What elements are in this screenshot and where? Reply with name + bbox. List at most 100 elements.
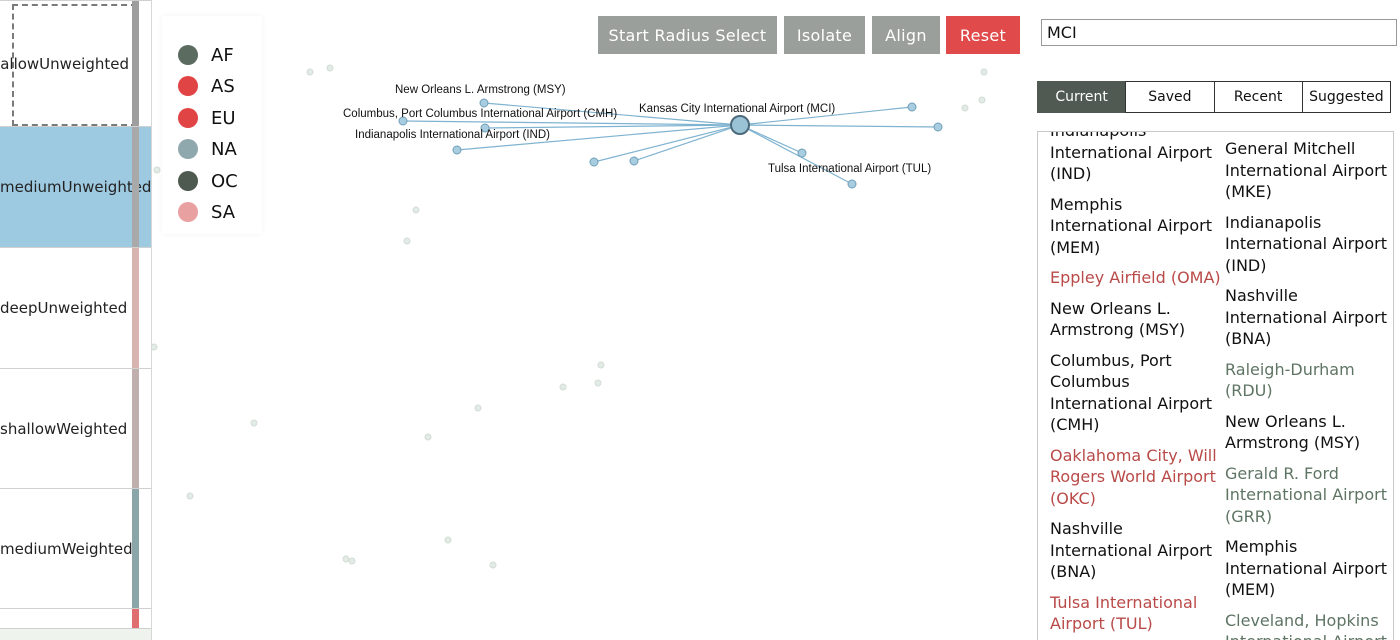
result-item[interactable]: New Orleans L. Armstrong (MSY) [1225, 411, 1361, 453]
graph-node[interactable] [153, 166, 161, 174]
network-graph[interactable]: New Orleans L. Armstrong (MSY) Columbus,… [152, 0, 1032, 640]
legend-label: AF [211, 44, 234, 66]
graph-node-ind[interactable] [480, 123, 490, 133]
result-item[interactable]: Memphis International Airport (MEM) [1225, 537, 1387, 599]
view-item-medium-weighted[interactable]: mediumWeighted [0, 488, 151, 608]
results-list[interactable]: Indianapolis International Airport (IND)… [1037, 131, 1394, 640]
graph-node[interactable] [403, 237, 411, 245]
node-label-cmh: Columbus, Port Columbus International Ai… [343, 108, 617, 120]
view-item-deep-unweighted[interactable]: deepUnweighted [0, 247, 151, 368]
graph-node[interactable] [629, 156, 639, 166]
result-item[interactable]: Memphis International Airport (MEM) [1050, 194, 1212, 257]
graph-edge [593, 124, 741, 163]
tab-suggested[interactable]: Suggested [1301, 81, 1391, 113]
graph-node-mci[interactable] [730, 115, 750, 135]
result-item[interactable]: Nashville International Airport (BNA) [1050, 519, 1212, 581]
view-item-partial[interactable] [0, 608, 151, 628]
legend-item-eu[interactable]: EU [178, 106, 236, 130]
start-radius-select-button[interactable]: Start Radius Select [598, 16, 777, 54]
legend-item-na[interactable]: NA [178, 137, 237, 161]
graph-node[interactable] [474, 404, 482, 412]
graph-edge [633, 124, 741, 162]
graph-node[interactable] [348, 557, 356, 565]
node-label-tul: Tulsa International Airport (TUL) [768, 163, 931, 175]
graph-node[interactable] [961, 104, 969, 112]
result-item[interactable]: Raleigh-Durham (RDU) [1225, 359, 1355, 401]
legend-item-oc[interactable]: OC [178, 169, 238, 193]
graph-node[interactable] [306, 68, 314, 76]
graph-node[interactable] [186, 492, 194, 500]
graph-edge [456, 124, 741, 151]
isolate-button[interactable]: Isolate [784, 16, 865, 54]
view-color-bar [132, 609, 139, 628]
result-item[interactable]: Nashville International Airport (BNA) [1225, 286, 1387, 348]
graph-node[interactable] [326, 64, 334, 72]
graph-edge [484, 124, 741, 129]
legend-label: SA [211, 201, 236, 223]
graph-node[interactable] [594, 379, 602, 387]
legend-label: OC [211, 170, 238, 192]
result-item[interactable]: Tulsa International Airport (TUL) [1050, 592, 1198, 634]
result-item[interactable]: Cleveland, Hopkins International Airport… [1225, 610, 1387, 640]
result-item[interactable]: Eppley Airfield (OMA) [1050, 268, 1221, 287]
result-item[interactable]: General Mitchell International Airport (… [1225, 139, 1387, 201]
view-item-label: shallowWeighted [0, 419, 128, 438]
graph-edge [739, 106, 913, 126]
graph-edge [483, 102, 741, 126]
graph-node[interactable] [452, 145, 462, 155]
legend-swatch [178, 45, 198, 65]
view-color-bar [132, 1, 139, 126]
tab-recent[interactable]: Recent [1213, 81, 1303, 113]
view-item-label: mediumUnweighted [0, 178, 152, 196]
graph-node[interactable] [250, 419, 258, 427]
graph-node-msy[interactable] [479, 98, 489, 108]
results-column-left: Indianapolis International Airport (IND)… [1050, 132, 1225, 640]
reset-button[interactable]: Reset [946, 16, 1020, 54]
graph-node[interactable] [412, 206, 420, 214]
graph-node[interactable] [980, 68, 988, 76]
view-color-bar [132, 127, 139, 247]
tab-saved[interactable]: Saved [1125, 81, 1215, 113]
graph-node[interactable] [444, 536, 452, 544]
graph-node-tul[interactable] [847, 179, 857, 189]
view-item-shallow-unweighted[interactable]: shallowUnweighted [0, 0, 151, 126]
graph-node[interactable] [342, 555, 350, 563]
legend-swatch [178, 139, 198, 159]
graph-node[interactable] [424, 433, 432, 441]
view-item-medium-unweighted[interactable]: mediumUnweighted [0, 126, 151, 247]
graph-node[interactable] [597, 361, 605, 369]
result-item[interactable]: Indianapolis International Airport (IND) [1225, 212, 1387, 275]
legend-item-as[interactable]: AS [178, 74, 235, 98]
legend-swatch [178, 171, 198, 191]
graph-canvas[interactable]: New Orleans L. Armstrong (MSY) Columbus,… [152, 0, 1032, 640]
legend-item-sa[interactable]: SA [178, 200, 235, 224]
graph-edge [402, 120, 741, 126]
graph-node[interactable] [978, 96, 986, 104]
region-legend: AF AS EU NA OC SA [162, 16, 262, 234]
legend-swatch [178, 108, 198, 128]
result-item[interactable]: Oaklahoma City, Will Rogers World Airpor… [1050, 445, 1217, 508]
graph-node[interactable] [559, 383, 567, 391]
graph-node-cmh[interactable] [398, 116, 408, 126]
graph-edge [739, 124, 853, 185]
view-item-label: deepUnweighted [0, 299, 128, 317]
graph-edge [739, 124, 803, 154]
result-item[interactable]: Columbus, Port Columbus International Ai… [1050, 350, 1212, 435]
view-item-shallow-weighted[interactable]: shallowWeighted [0, 368, 151, 488]
graph-node[interactable] [933, 122, 943, 132]
view-list-panel: shallowUnweighted mediumUnweighted deepU… [0, 0, 152, 640]
tab-current[interactable]: Current [1037, 81, 1127, 113]
legend-item-af[interactable]: AF [178, 43, 234, 67]
result-item[interactable]: New Orleans L. Armstrong (MSY) [1050, 298, 1186, 340]
graph-node[interactable] [907, 102, 917, 112]
background-nodes [152, 64, 988, 569]
result-item[interactable]: Gerald R. Ford International Airport (GR… [1225, 463, 1387, 526]
graph-node[interactable] [489, 561, 497, 569]
graph-node[interactable] [152, 343, 158, 351]
graph-edges [402, 102, 939, 185]
graph-node[interactable] [589, 157, 599, 167]
airport-search-input[interactable] [1041, 19, 1397, 46]
graph-node[interactable] [797, 148, 807, 158]
align-button[interactable]: Align [872, 16, 940, 54]
result-item[interactable]: Indianapolis International Airport (IND) [1050, 132, 1212, 183]
